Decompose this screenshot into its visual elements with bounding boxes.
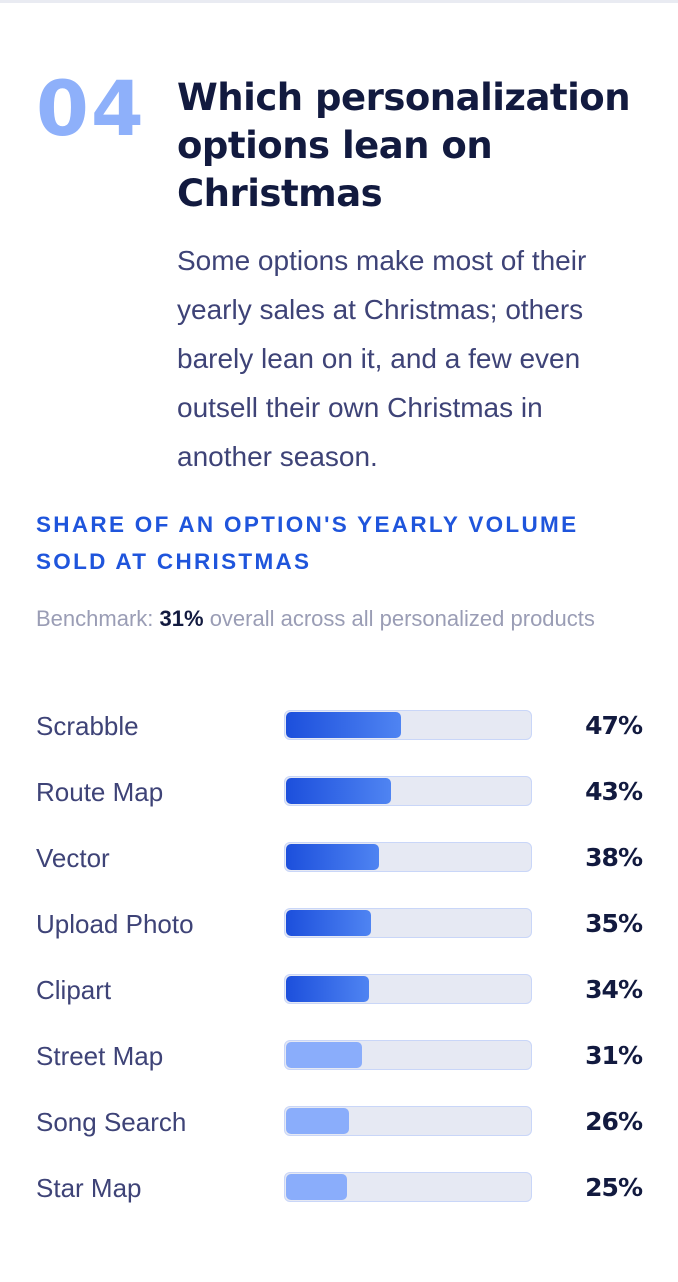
bar-track	[284, 1106, 532, 1136]
chart-title: SHARE OF AN OPTION'S YEARLY VOLUME SOLD …	[36, 512, 579, 574]
bar-track	[284, 710, 532, 740]
benchmark-value: 31%	[159, 606, 204, 631]
bar-track	[284, 908, 532, 938]
bar-label: Clipart	[36, 975, 112, 1005]
bar-row: Scrabble 47%	[0, 709, 678, 743]
benchmark-suffix: overall across all personalized products	[209, 606, 595, 631]
bar-value-label: 47%	[585, 711, 643, 740]
bar-label: Scrabble	[36, 711, 139, 741]
bar-track	[284, 842, 532, 872]
bar-track	[284, 974, 532, 1004]
bar-label: Street Map	[36, 1041, 164, 1071]
top-divider	[0, 0, 678, 3]
bar	[286, 712, 401, 738]
section-description: Some options make most of their yearly s…	[177, 245, 587, 472]
section-number: 04	[36, 64, 146, 153]
bar	[286, 844, 379, 870]
bar-value-label: 43%	[585, 777, 643, 806]
bar	[286, 1174, 347, 1200]
bar-track	[284, 1172, 532, 1202]
bar	[286, 778, 391, 804]
bar-track	[284, 1040, 532, 1070]
bar-label: Song Search	[36, 1107, 187, 1137]
bar	[286, 1108, 349, 1134]
bar-row: Song Search 26%	[0, 1105, 678, 1139]
bar-value-label: 25%	[585, 1173, 643, 1202]
bar-label: Vector	[36, 843, 110, 873]
bar	[286, 976, 369, 1002]
bar	[286, 910, 371, 936]
bar-row: Vector 38%	[0, 841, 678, 875]
bar-value-label: 31%	[585, 1041, 643, 1070]
benchmark-prefix: Benchmark:	[36, 606, 154, 631]
bar-value-label: 34%	[585, 975, 643, 1004]
bar-track	[284, 776, 532, 806]
bar-row: Route Map 43%	[0, 775, 678, 809]
bar	[286, 1042, 362, 1068]
bar-value-label: 26%	[585, 1107, 643, 1136]
bar-value-label: 38%	[585, 843, 643, 872]
bar-label: Upload Photo	[36, 909, 194, 939]
bar-row: Star Map 25%	[0, 1171, 678, 1205]
bar-label: Route Map	[36, 777, 164, 807]
benchmark-note: Benchmark: 31% overall across all person…	[36, 600, 596, 638]
bar-value-label: 35%	[585, 909, 643, 938]
bar-row: Clipart 34%	[0, 973, 678, 1007]
bar-label: Star Map	[36, 1173, 142, 1203]
bar-row: Street Map 31%	[0, 1039, 678, 1073]
bar-row: Upload Photo 35%	[0, 907, 678, 941]
section-title: Which personalization options lean on Ch…	[177, 76, 631, 215]
